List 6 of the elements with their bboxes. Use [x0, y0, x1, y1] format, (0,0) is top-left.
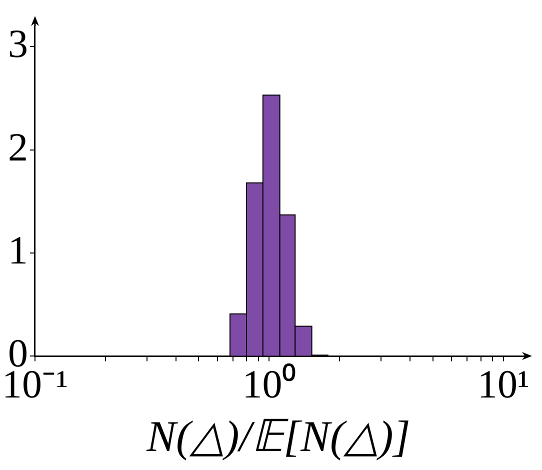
- x-tick-label: 10¹: [477, 362, 530, 407]
- x-axis-title: N(△)/𝔼[N(△)]: [146, 412, 410, 462]
- y-tick-label: 2: [8, 124, 28, 170]
- x-tick-label: 10⁰: [242, 362, 296, 407]
- y-tick-label: 3: [8, 21, 28, 66]
- y-tick-label: 1: [8, 228, 28, 273]
